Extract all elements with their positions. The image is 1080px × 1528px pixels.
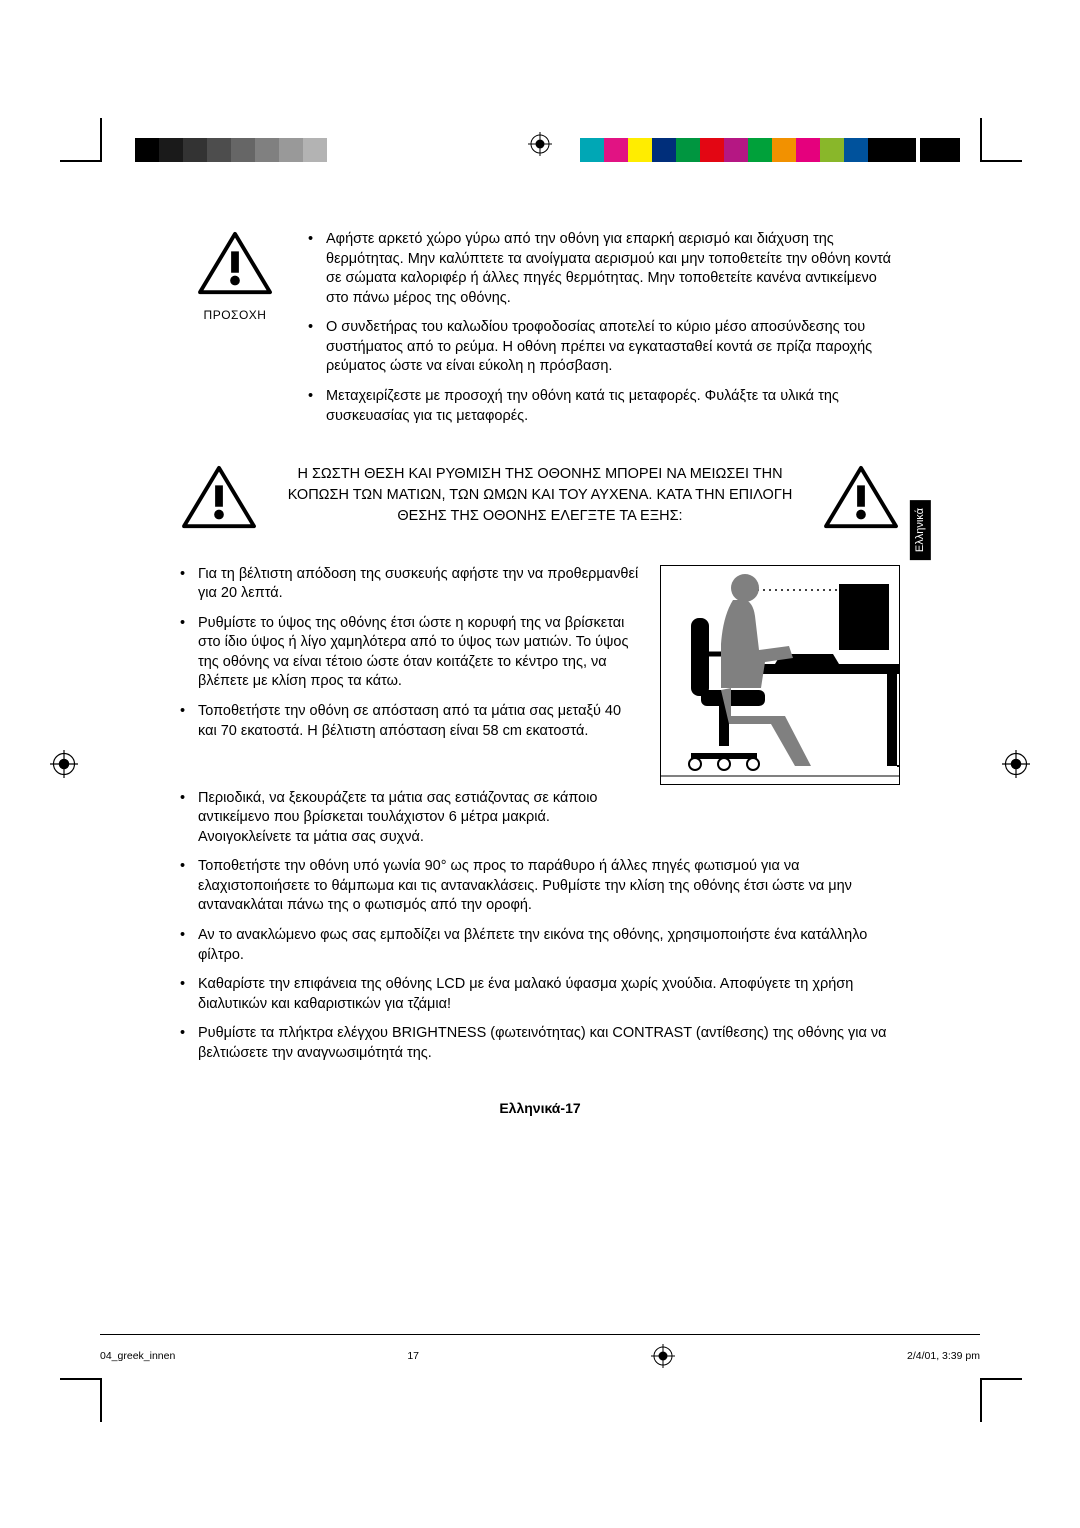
list-item: •Ρυθμίστε τα πλήκτρα ελέγχου BRIGHTNESS … [180,1024,900,1063]
footer-timestamp: 2/4/01, 3:39 pm [907,1349,980,1363]
swatch [159,138,183,162]
list-item: •Τοποθετήστε την οθόνη σε απόσταση από τ… [180,702,640,741]
swatch [327,138,351,162]
bullet-dot: • [180,565,198,604]
crop-mark [100,118,102,162]
swatch [676,138,700,162]
list-item-text: Ο συνδετήρας του καλωδίου τροφοδοσίας απ… [326,318,900,377]
list-item-text: Αφήστε αρκετό χώρο γύρω από την οθόνη γι… [326,230,900,308]
swatch [135,138,159,162]
list-item: •Τοποθετήστε την οθόνη υπό γωνία 90° ως … [180,857,900,916]
registration-mark-icon [651,1344,675,1368]
crop-mark [60,160,102,162]
footer-rule [100,1334,980,1335]
ergonomics-figure [660,565,900,785]
bullet-dot: • [180,857,198,916]
ergonomics-diagram [660,565,900,785]
bullet-dot: • [308,230,326,308]
bullet-dot: • [180,926,198,965]
crop-mark [980,1378,1022,1380]
crop-mark [60,1378,102,1380]
top-bullets: •Αφήστε αρκετό χώρο γύρω από την οθόνη γ… [308,230,900,436]
language-tab: Ελληνικά [910,500,931,560]
registration-mark-icon [1002,750,1030,778]
crop-mark [980,1378,982,1422]
lower-left-bullets: •Για τη βέλτιστη απόδοση της συσκευής αφ… [180,565,640,785]
swatch [628,138,652,162]
swatch [796,138,820,162]
list-item: •Αφήστε αρκετό χώρο γύρω από την οθόνη γ… [308,230,900,308]
bullet-dot: • [308,318,326,377]
list-item-text: Ρυθμίστε τα πλήκτρα ελέγχου BRIGHTNESS (… [198,1024,900,1063]
page: Ελληνικά ΠΡΟΣΟΧΗ •Αφήστε αρκετό χώρο γύρ… [0,0,1080,1528]
footer-page: 17 [407,1349,419,1363]
bullet-dot: • [180,789,198,848]
crop-mark [980,118,982,162]
swatch [231,138,255,162]
list-item: •Περιοδικά, να ξεκουράζετε τα μάτια σας … [180,789,900,848]
swatch [183,138,207,162]
grayscale-swatches [135,138,351,162]
swatch [580,138,604,162]
bullet-dot: • [180,614,198,692]
crop-mark [980,160,1022,162]
swatch [844,138,868,162]
warning-triangle-icon [810,464,900,539]
bullet-dot: • [180,1024,198,1063]
swatch [868,138,892,162]
list-item: •Καθαρίστε την επιφάνεια της οθόνης LCD … [180,975,900,1014]
bullet-dot: • [180,975,198,1014]
swatch [303,138,327,162]
bullet-dot: • [180,702,198,741]
swatch [772,138,796,162]
swatch [652,138,676,162]
warning-column: ΠΡΟΣΟΧΗ [180,230,290,436]
list-item: •Μεταχειρίζεστε με προσοχή την οθόνη κατ… [308,387,900,426]
list-item: •Ρυθμίστε το ύψος της οθόνης έτσι ώστε η… [180,614,640,692]
list-item-text: Μεταχειρίζεστε με προσοχή την οθόνη κατά… [326,387,900,426]
warning-triangle-icon [180,464,270,539]
black-bar-swatch [920,138,960,162]
swatch [748,138,772,162]
list-item-text: Αν το ανακλώμενο φως σας εμποδίζει να βλ… [198,926,900,965]
list-item: •Ο συνδετήρας του καλωδίου τροφοδοσίας α… [308,318,900,377]
swatch [279,138,303,162]
list-item-text: Για τη βέλτιστη απόδοση της συσκευής αφή… [198,565,640,604]
list-item-text: Καθαρίστε την επιφάνεια της οθόνης LCD μ… [198,975,900,1014]
content-area: ΠΡΟΣΟΧΗ •Αφήστε αρκετό χώρο γύρω από την… [180,230,900,1118]
warning-label: ΠΡΟΣΟΧΗ [180,307,290,323]
swatch [700,138,724,162]
list-item-text: Τοποθετήστε την οθόνη σε απόσταση από τα… [198,702,640,741]
registration-mark-icon [50,750,78,778]
list-item-text: Ρυθμίστε το ύψος της οθόνης έτσι ώστε η … [198,614,640,692]
list-item-text: Τοποθετήστε την οθόνη υπό γωνία 90° ως π… [198,857,900,916]
color-swatches [580,138,916,162]
swatch [255,138,279,162]
swatch [604,138,628,162]
lower-row: •Για τη βέλτιστη απόδοση της συσκευής αφ… [180,565,900,785]
warning-triangle-icon [196,230,274,298]
footer-file: 04_greek_innen [100,1349,175,1363]
top-row: ΠΡΟΣΟΧΗ •Αφήστε αρκετό χώρο γύρω από την… [180,230,900,436]
swatch [892,138,916,162]
swatch [820,138,844,162]
registration-mark-icon [528,132,552,156]
swatch [207,138,231,162]
list-item: •Για τη βέλτιστη απόδοση της συσκευής αφ… [180,565,640,604]
bullet-dot: • [308,387,326,426]
crop-mark [100,1378,102,1422]
list-item-text: Περιοδικά, να ξεκουράζετε τα μάτια σας ε… [198,789,638,848]
swatch [724,138,748,162]
mid-row: Η ΣΩΣΤΗ ΘΕΣΗ ΚΑΙ ΡΥΘΜΙΣΗ ΤΗΣ ΟΘΟΝΗΣ ΜΠΟΡ… [180,464,900,539]
list-item: •Αν το ανακλώμενο φως σας εμποδίζει να β… [180,926,900,965]
full-width-bullets: •Περιοδικά, να ξεκουράζετε τα μάτια σας … [180,789,900,1064]
ergonomics-heading: Η ΣΩΣΤΗ ΘΕΣΗ ΚΑΙ ΡΥΘΜΙΣΗ ΤΗΣ ΟΘΟΝΗΣ ΜΠΟΡ… [270,464,810,527]
page-number: Ελληνικά-17 [180,1099,900,1118]
